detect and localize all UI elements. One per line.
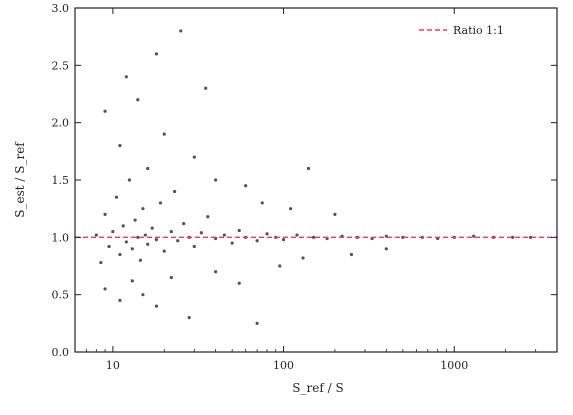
data-point [138,258,143,262]
data-point [124,240,128,244]
data-point [230,241,234,245]
data-point [199,231,203,235]
data-point [472,234,476,238]
y-tick-label: 0.5 [52,289,70,302]
data-point [118,144,122,148]
y-tick-label: 0.0 [52,346,70,359]
data-point [173,189,177,194]
data-point [162,249,166,253]
data-point [192,244,196,249]
data-point [214,178,218,182]
data-point [169,275,173,280]
data-point [306,166,311,171]
data-point [281,238,286,242]
data-point [179,29,183,33]
data-point [103,212,107,216]
plot-area [75,8,557,352]
data-point [162,132,166,136]
data-point [401,235,405,239]
data-point [130,247,134,251]
data-point [237,228,241,233]
data-point [278,264,282,268]
data-point [111,230,115,234]
y-tick-label: 1.0 [52,231,70,244]
data-point [158,201,163,205]
data-point [136,98,140,102]
data-point [244,184,248,188]
data-point [154,238,159,242]
y-tick-label: 3.0 [52,2,70,15]
data-point [150,226,154,230]
y-axis-label: S_est / S_ref [13,141,27,218]
x-axis-ticks: 10 100 1000 [74,8,558,372]
data-point [222,233,226,237]
data-point [511,235,515,239]
data-point [255,321,259,325]
data-point [214,270,218,274]
data-point [384,247,388,251]
data-point [121,224,125,228]
data-point [206,215,210,219]
data-point [154,52,159,56]
data-point [103,287,107,291]
y-tick-label: 2.0 [52,117,70,130]
data-point [204,86,208,90]
data-point [103,109,107,113]
data-point [107,244,111,249]
data-point [301,256,305,260]
data-point [192,155,196,159]
data-point [141,293,145,297]
y-tick-label: 1.5 [52,174,70,187]
x-tick-label: 10 [106,359,120,372]
data-point [141,207,145,211]
y-tick-label: 2.5 [52,59,70,72]
data-point [118,252,122,257]
data-point [295,233,299,237]
data-point [182,221,186,226]
data-point [124,75,128,79]
data-point [136,235,140,239]
data-point [255,239,259,243]
data-point [127,178,132,182]
data-point [260,201,264,205]
legend: Ratio 1:1 [419,24,504,37]
data-point [176,239,180,243]
data-point [143,233,147,237]
data-point [333,212,337,216]
data-point [312,235,316,239]
data-point [289,207,293,211]
data-point [114,195,119,199]
data-point [118,298,122,302]
data-point [99,260,103,265]
legend-label: Ratio 1:1 [453,24,504,37]
data-point [146,166,150,171]
data-point [265,232,269,236]
data-point [130,279,134,283]
y-axis-ticks: 0.0 0.5 1.0 1.5 2.0 2.5 3.0 [52,2,557,359]
data-point [349,252,354,257]
data-point [187,316,191,320]
x-tick-label: 100 [273,359,294,372]
data-point [146,242,150,246]
data-point [94,233,98,237]
data-point [133,218,137,222]
x-tick-label: 1000 [440,359,468,372]
data-point [169,230,173,234]
data-point [528,235,533,239]
data-point [237,281,241,285]
data-point [154,304,159,308]
x-axis-label: S_ref / S [292,381,343,395]
points-layer [94,29,533,325]
